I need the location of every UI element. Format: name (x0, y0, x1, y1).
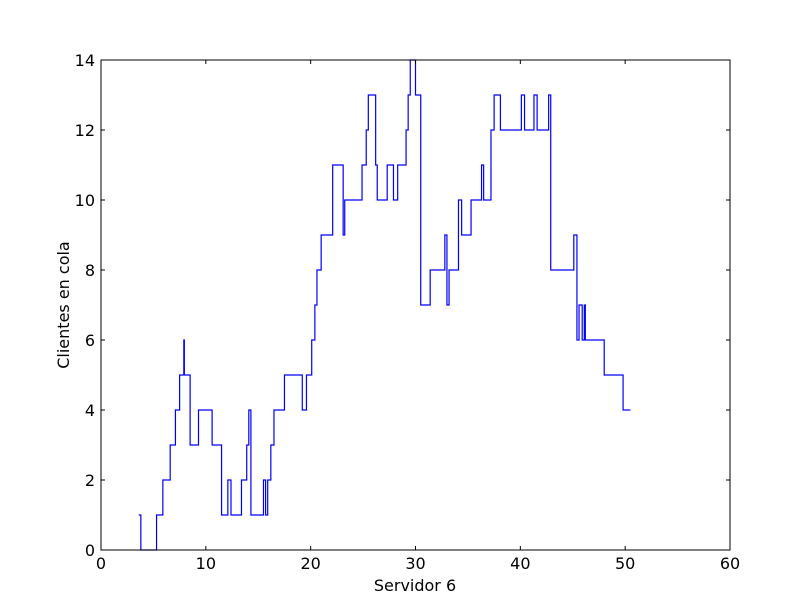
x-tick-label: 50 (615, 554, 635, 573)
y-tick-label: 14 (75, 51, 95, 70)
y-tick-label: 4 (85, 401, 95, 420)
x-tick-label: 20 (300, 554, 320, 573)
x-tick-label: 60 (720, 554, 740, 573)
y-axis: 0 2 4 6 8 10 12 14 (75, 51, 730, 560)
x-axis-label: Servidor 6 (374, 576, 456, 595)
y-tick-label: 10 (75, 191, 95, 210)
y-tick-label: 0 (85, 541, 95, 560)
x-tick-label: 10 (196, 554, 216, 573)
y-tick-label: 8 (85, 261, 95, 280)
series-layer (138, 59, 631, 551)
x-tick-label: 30 (405, 554, 425, 573)
y-tick-label: 2 (85, 471, 95, 490)
x-tick-label: 40 (510, 554, 530, 573)
y-axis-label: Clientes en cola (54, 241, 73, 369)
plot-area (101, 60, 730, 550)
y-tick-label: 12 (75, 121, 95, 140)
y-tick-label: 6 (85, 331, 95, 350)
x-axis: 0 10 20 30 40 50 60 (96, 60, 740, 573)
x-tick-label: 0 (96, 554, 106, 573)
series-line-0 (138, 59, 631, 551)
